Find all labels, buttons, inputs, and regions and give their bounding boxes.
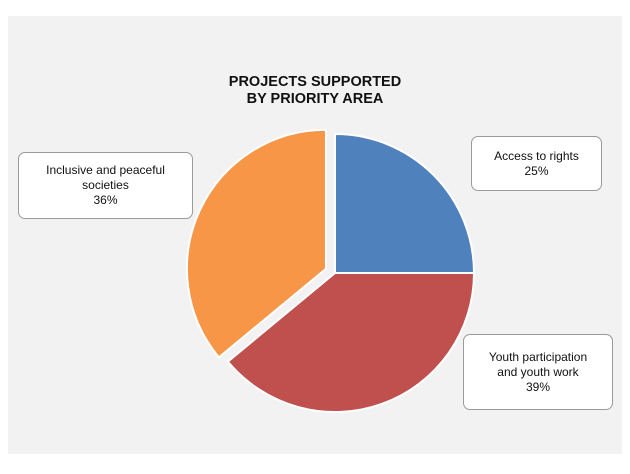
data-label-youth-participation-name-2: and youth work [497,364,579,379]
data-label-access-to-rights-value: 25% [524,163,549,178]
chart-title-line-1: PROJECTS SUPPORTED [228,74,402,90]
pie-slices [185,128,476,413]
data-label-youth-participation-value: 39% [525,379,551,394]
pie-slice-access-to-rights [334,132,476,274]
pie-slice-inclusive-and-peaceful-societies [185,128,327,359]
data-label-inclusive-societies-name-1: Inclusive and peaceful [46,163,165,177]
data-label-youth-participation-name-1: Youth participation [488,349,588,364]
data-label-youth-participation: Youth participation and youth work 39% [463,334,613,410]
chart-title-line-2: BY PRIORITY AREA [246,91,384,107]
chart-title: PROJECTS SUPPORTED BY PRIORITY AREA [0,74,630,108]
data-label-inclusive-societies: Inclusive and peaceful societies 36% [18,152,193,219]
data-label-inclusive-societies-value: 36% [93,193,118,207]
pie-slice-youth-participation-and-youth-work [226,272,476,413]
data-label-access-to-rights: Access to rights 25% [471,136,602,191]
data-label-access-to-rights-name: Access to rights [494,148,579,163]
data-label-inclusive-societies-name-2: societies [82,178,129,192]
